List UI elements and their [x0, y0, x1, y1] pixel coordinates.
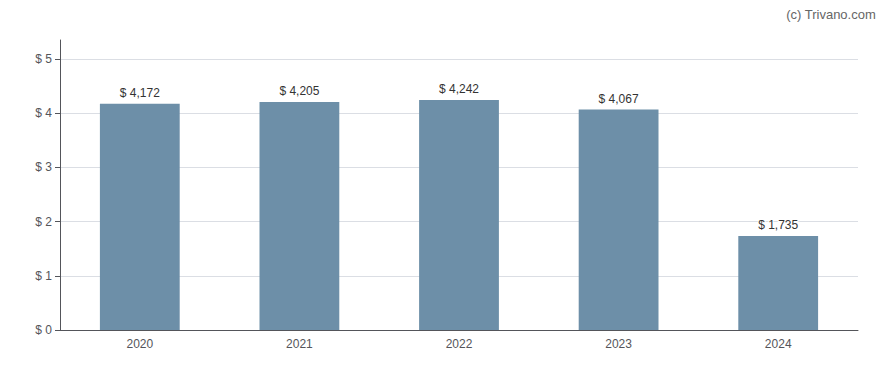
svg-text:$ 4,172: $ 4,172: [120, 86, 160, 100]
svg-text:$ 1: $ 1: [35, 269, 52, 283]
svg-text:2023: 2023: [605, 337, 632, 351]
svg-text:(c) Trivano.com: (c) Trivano.com: [786, 7, 876, 22]
svg-text:$ 4: $ 4: [35, 106, 52, 120]
svg-text:$ 5: $ 5: [35, 52, 52, 66]
svg-text:$ 4,242: $ 4,242: [439, 82, 479, 96]
svg-text:2021: 2021: [286, 337, 313, 351]
svg-text:$ 3: $ 3: [35, 160, 52, 174]
svg-text:$ 4,067: $ 4,067: [599, 92, 639, 106]
svg-text:$ 4,205: $ 4,205: [279, 84, 319, 98]
svg-text:2022: 2022: [446, 337, 473, 351]
svg-text:$ 2: $ 2: [35, 215, 52, 229]
svg-text:2024: 2024: [765, 337, 792, 351]
svg-text:$ 1,735: $ 1,735: [758, 218, 798, 232]
svg-text:$ 0: $ 0: [35, 323, 52, 337]
svg-text:2020: 2020: [126, 337, 153, 351]
